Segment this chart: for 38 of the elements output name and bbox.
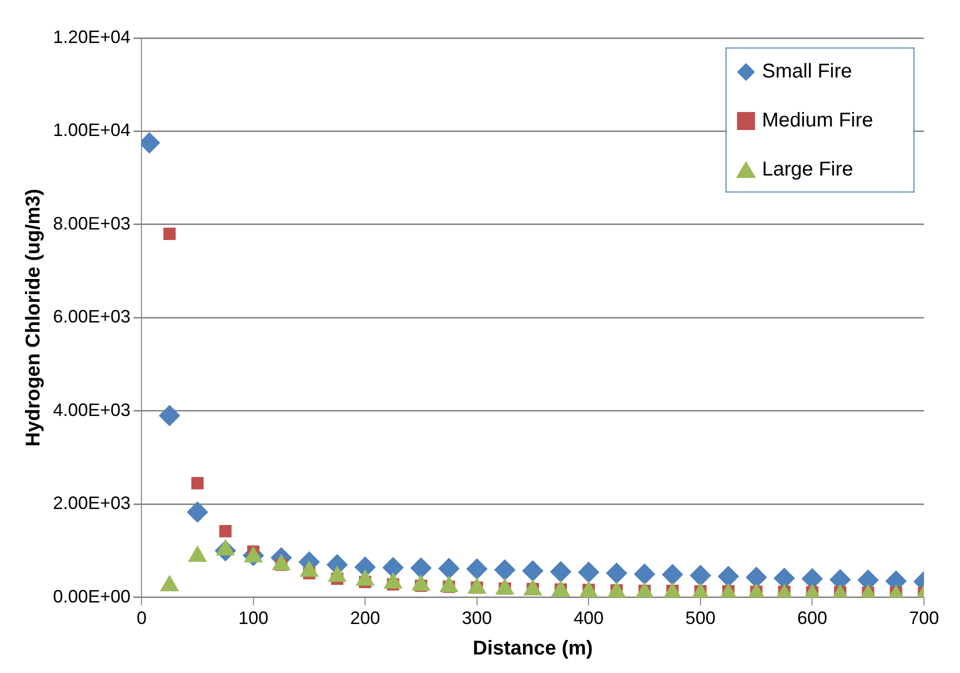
legend-label: Medium Fire [762, 110, 874, 132]
y-tick-label: 2.00E+03 [52, 493, 131, 514]
x-tick-label: 400 [574, 608, 604, 628]
x-tick-label: 100 [238, 608, 268, 628]
point [746, 566, 767, 588]
point [522, 560, 544, 582]
x-tick-label: 0 [136, 608, 147, 628]
y-tick-label: 1.00E+04 [52, 120, 131, 140]
point [438, 558, 460, 579]
x-tick-label: 300 [462, 608, 492, 628]
point [191, 477, 204, 490]
point [634, 564, 656, 585]
point [578, 562, 600, 583]
point [410, 558, 432, 579]
point [606, 562, 628, 584]
y-axis-title: Hydrogen Chloride (ug/m3) [22, 188, 45, 447]
y-tick-label: 6.00E+03 [52, 306, 131, 327]
point [466, 558, 488, 580]
y-tick-label: 1.20E+04 [52, 26, 131, 47]
x-tick-label: 700 [908, 608, 940, 628]
point [219, 525, 232, 538]
point [494, 559, 516, 580]
point [159, 405, 180, 426]
x-tick-label: 500 [685, 608, 716, 628]
point [550, 561, 572, 582]
legend-label: Large Fire [762, 158, 854, 181]
point [163, 228, 176, 240]
y-tick-label: 8.00E+03 [52, 213, 131, 234]
point [662, 564, 684, 586]
y-tick-label: 4.00E+03 [52, 400, 131, 420]
point [690, 564, 711, 586]
legend-label: Small Fire [762, 60, 852, 83]
point [186, 502, 208, 523]
y-tick-label: 0.00E+00 [52, 586, 131, 606]
x-tick-label: 200 [350, 608, 380, 628]
x-tick-label: 600 [797, 608, 828, 628]
x-axis-title: Distance (m) [472, 638, 593, 660]
point [718, 566, 739, 587]
